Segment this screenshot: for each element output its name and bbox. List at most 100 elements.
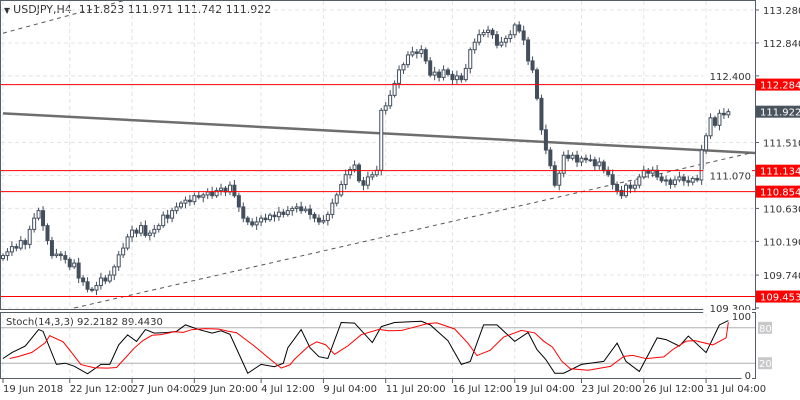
- candle-bull: [432, 71, 437, 76]
- current-price-label: 111.922: [760, 108, 800, 119]
- candle-bear: [165, 214, 170, 219]
- candle-bull: [290, 207, 295, 212]
- candle-bull: [147, 232, 152, 236]
- candle-bear: [58, 253, 63, 257]
- candle-bull: [107, 274, 112, 282]
- candle-bear: [45, 225, 50, 242]
- candle-bear: [299, 206, 304, 212]
- stoch-level-label: 80: [759, 324, 772, 335]
- candle-bear: [357, 164, 361, 182]
- candle-bear: [543, 129, 548, 151]
- candle-bull: [343, 174, 348, 185]
- candle-bull: [170, 210, 175, 219]
- candle-bear: [250, 221, 255, 226]
- candle-bull: [36, 210, 41, 219]
- candle-bull: [259, 217, 264, 223]
- candle-bear: [67, 258, 72, 268]
- candle-bear: [316, 217, 321, 223]
- x-tick-label: 22 Jun 12:00: [70, 384, 134, 395]
- candle-bull: [227, 184, 232, 193]
- candle-bull: [352, 164, 357, 170]
- candle-bear: [263, 217, 268, 221]
- candle-bear: [361, 180, 366, 186]
- axis-label-backing: [741, 369, 752, 381]
- candle-bull: [641, 169, 646, 178]
- candle-bull: [588, 159, 593, 162]
- y-tick-label: 111.070: [710, 171, 751, 182]
- candle-bull: [726, 111, 731, 116]
- candle-bear: [459, 75, 464, 81]
- candle-bear: [423, 49, 428, 62]
- level-price-tag: [756, 185, 800, 198]
- candle-bull: [379, 109, 384, 171]
- x-tick-label: 23 Jul 20:00: [582, 384, 642, 395]
- candle-bull: [161, 214, 166, 227]
- candle-bull: [303, 208, 308, 212]
- candle-bull: [54, 253, 59, 257]
- candle-bull: [116, 254, 121, 268]
- candle-bear: [85, 281, 90, 290]
- y-tick-label: 109.300: [710, 304, 751, 315]
- x-tick-label: 27 Jun 04:00: [132, 384, 196, 395]
- candle-bull: [419, 49, 424, 54]
- candle-bull: [219, 187, 224, 191]
- stoch-d-line: [9, 322, 729, 371]
- level-price-tag: [756, 164, 800, 177]
- candle-bull: [454, 75, 459, 81]
- candle-bear: [210, 191, 215, 197]
- level-price-label: 111.134: [760, 167, 800, 178]
- triangle-down-icon[interactable]: ▼: [4, 6, 11, 15]
- candle-bull: [156, 225, 161, 230]
- candle-bull: [334, 194, 339, 204]
- x-tick-label: 19 Jul 04:00: [515, 384, 575, 395]
- level-price-tag: [756, 290, 800, 303]
- stoch-axis-label: 0: [745, 371, 751, 382]
- candle-bear: [601, 161, 606, 171]
- candle-bull: [472, 41, 477, 51]
- candle-bull: [677, 176, 682, 181]
- candle-bear: [552, 165, 557, 186]
- candle-bull: [690, 177, 695, 183]
- candle-bull: [699, 149, 704, 181]
- candle-bull: [441, 69, 446, 78]
- candle-bear: [428, 60, 433, 76]
- candle-bull: [637, 176, 642, 186]
- candle-bull: [512, 24, 517, 36]
- candle-bull: [397, 69, 402, 84]
- candle-bull: [463, 67, 468, 81]
- x-tick-label: 29 Jun 20:00: [194, 384, 258, 395]
- candle-bull: [174, 206, 179, 212]
- candle-bull: [717, 112, 722, 126]
- candle-bear: [539, 97, 544, 131]
- level-price-label: 109.453: [760, 293, 800, 304]
- candle-bear: [241, 206, 246, 219]
- candle-bull: [561, 154, 566, 174]
- stoch-level-label: 20: [759, 359, 772, 370]
- candle-bear: [713, 117, 717, 126]
- candle-bull: [72, 262, 77, 268]
- level-price-label: 112.284: [760, 81, 800, 92]
- candle-bull: [468, 49, 473, 69]
- candle-bull: [98, 277, 103, 287]
- candle-bear: [232, 184, 237, 197]
- candle-bear: [530, 60, 535, 71]
- candle-bull: [481, 31, 486, 36]
- candle-bull: [152, 228, 157, 234]
- stoch-level-tag: [758, 357, 772, 370]
- x-tick-label: 16 Jul 12:00: [452, 384, 512, 395]
- candle-bull: [632, 184, 637, 189]
- x-tick-label: 4 Jul 12:00: [261, 384, 315, 395]
- y-tick-label: 110.190: [763, 237, 800, 248]
- candle-bull: [32, 217, 37, 230]
- candle-bear: [566, 154, 571, 159]
- candle-bull: [401, 64, 406, 71]
- y-tick-label: 112.400: [710, 72, 751, 83]
- candle-bull: [1, 255, 5, 260]
- candle-bull: [285, 210, 290, 215]
- y-tick-label: 112.840: [763, 39, 800, 50]
- candle-bear: [437, 71, 442, 78]
- candle-bear: [490, 29, 495, 36]
- candle-bear: [655, 169, 660, 178]
- candle-bear: [686, 180, 691, 183]
